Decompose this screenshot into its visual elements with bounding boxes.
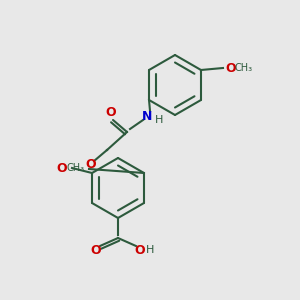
Text: O: O [225,61,236,74]
Text: H: H [155,115,163,125]
Text: N: N [142,110,152,122]
Text: H: H [146,245,154,255]
Text: O: O [86,158,96,170]
Text: O: O [106,106,116,119]
Text: O: O [135,244,145,256]
Text: CH₃: CH₃ [66,163,84,173]
Text: CH₃: CH₃ [235,63,253,73]
Text: O: O [56,161,67,175]
Text: O: O [91,244,101,256]
